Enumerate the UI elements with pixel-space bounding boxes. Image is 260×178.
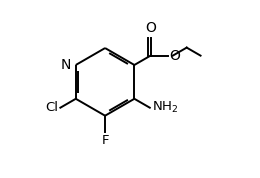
Text: NH$_2$: NH$_2$ [152,100,178,115]
Text: F: F [101,134,109,146]
Text: O: O [169,49,180,63]
Text: N: N [61,58,71,72]
Text: Cl: Cl [46,101,58,114]
Text: O: O [145,21,156,35]
